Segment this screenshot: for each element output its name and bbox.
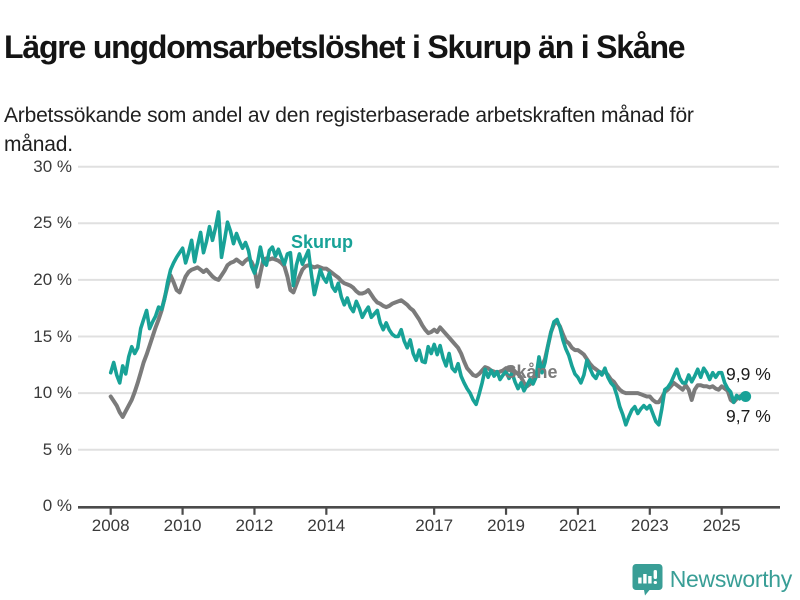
x-axis-tick-label: 2012: [235, 516, 274, 535]
x-axis-tick-label: 2021: [558, 516, 597, 535]
y-axis-tick-label: 15 %: [33, 326, 72, 346]
y-axis-tick-label: 10 %: [33, 383, 72, 403]
series-label-skane: Skåne: [504, 362, 558, 382]
x-axis-tick-label: 2025: [702, 516, 741, 535]
y-axis-tick-label: 20 %: [33, 269, 72, 289]
x-axis-tick-label: 2023: [630, 516, 669, 535]
x-axis-tick-label: 2008: [91, 516, 130, 535]
x-axis-tick-label: 2010: [163, 516, 202, 535]
end-value-label-skane: 9,9 %: [726, 364, 771, 384]
newsworthy-logo-text: Newsworthy: [669, 566, 793, 592]
chart-title: Lägre ungdomsarbetslöshet i Skurup än i …: [4, 29, 686, 66]
y-axis-tick-label: 25 %: [33, 213, 72, 233]
newsworthy-logo-icon: [632, 564, 663, 596]
y-axis-tick-label: 5 %: [42, 439, 72, 459]
newsworthy-logo: Newsworthy: [632, 563, 792, 596]
end-value-label-skurup: 9,7 %: [726, 406, 771, 426]
chart-subtitle: Arbetssökande som andel av den registerb…: [4, 104, 694, 156]
x-axis-tick-label: 2019: [487, 516, 525, 535]
x-axis-tick-label: 2014: [307, 516, 346, 535]
x-axis-tick-label: 2017: [415, 516, 454, 535]
series-label-skurup: Skurup: [290, 232, 353, 252]
y-axis-tick-label: 30 %: [33, 156, 72, 176]
y-axis-tick-label: 0 %: [42, 496, 72, 516]
